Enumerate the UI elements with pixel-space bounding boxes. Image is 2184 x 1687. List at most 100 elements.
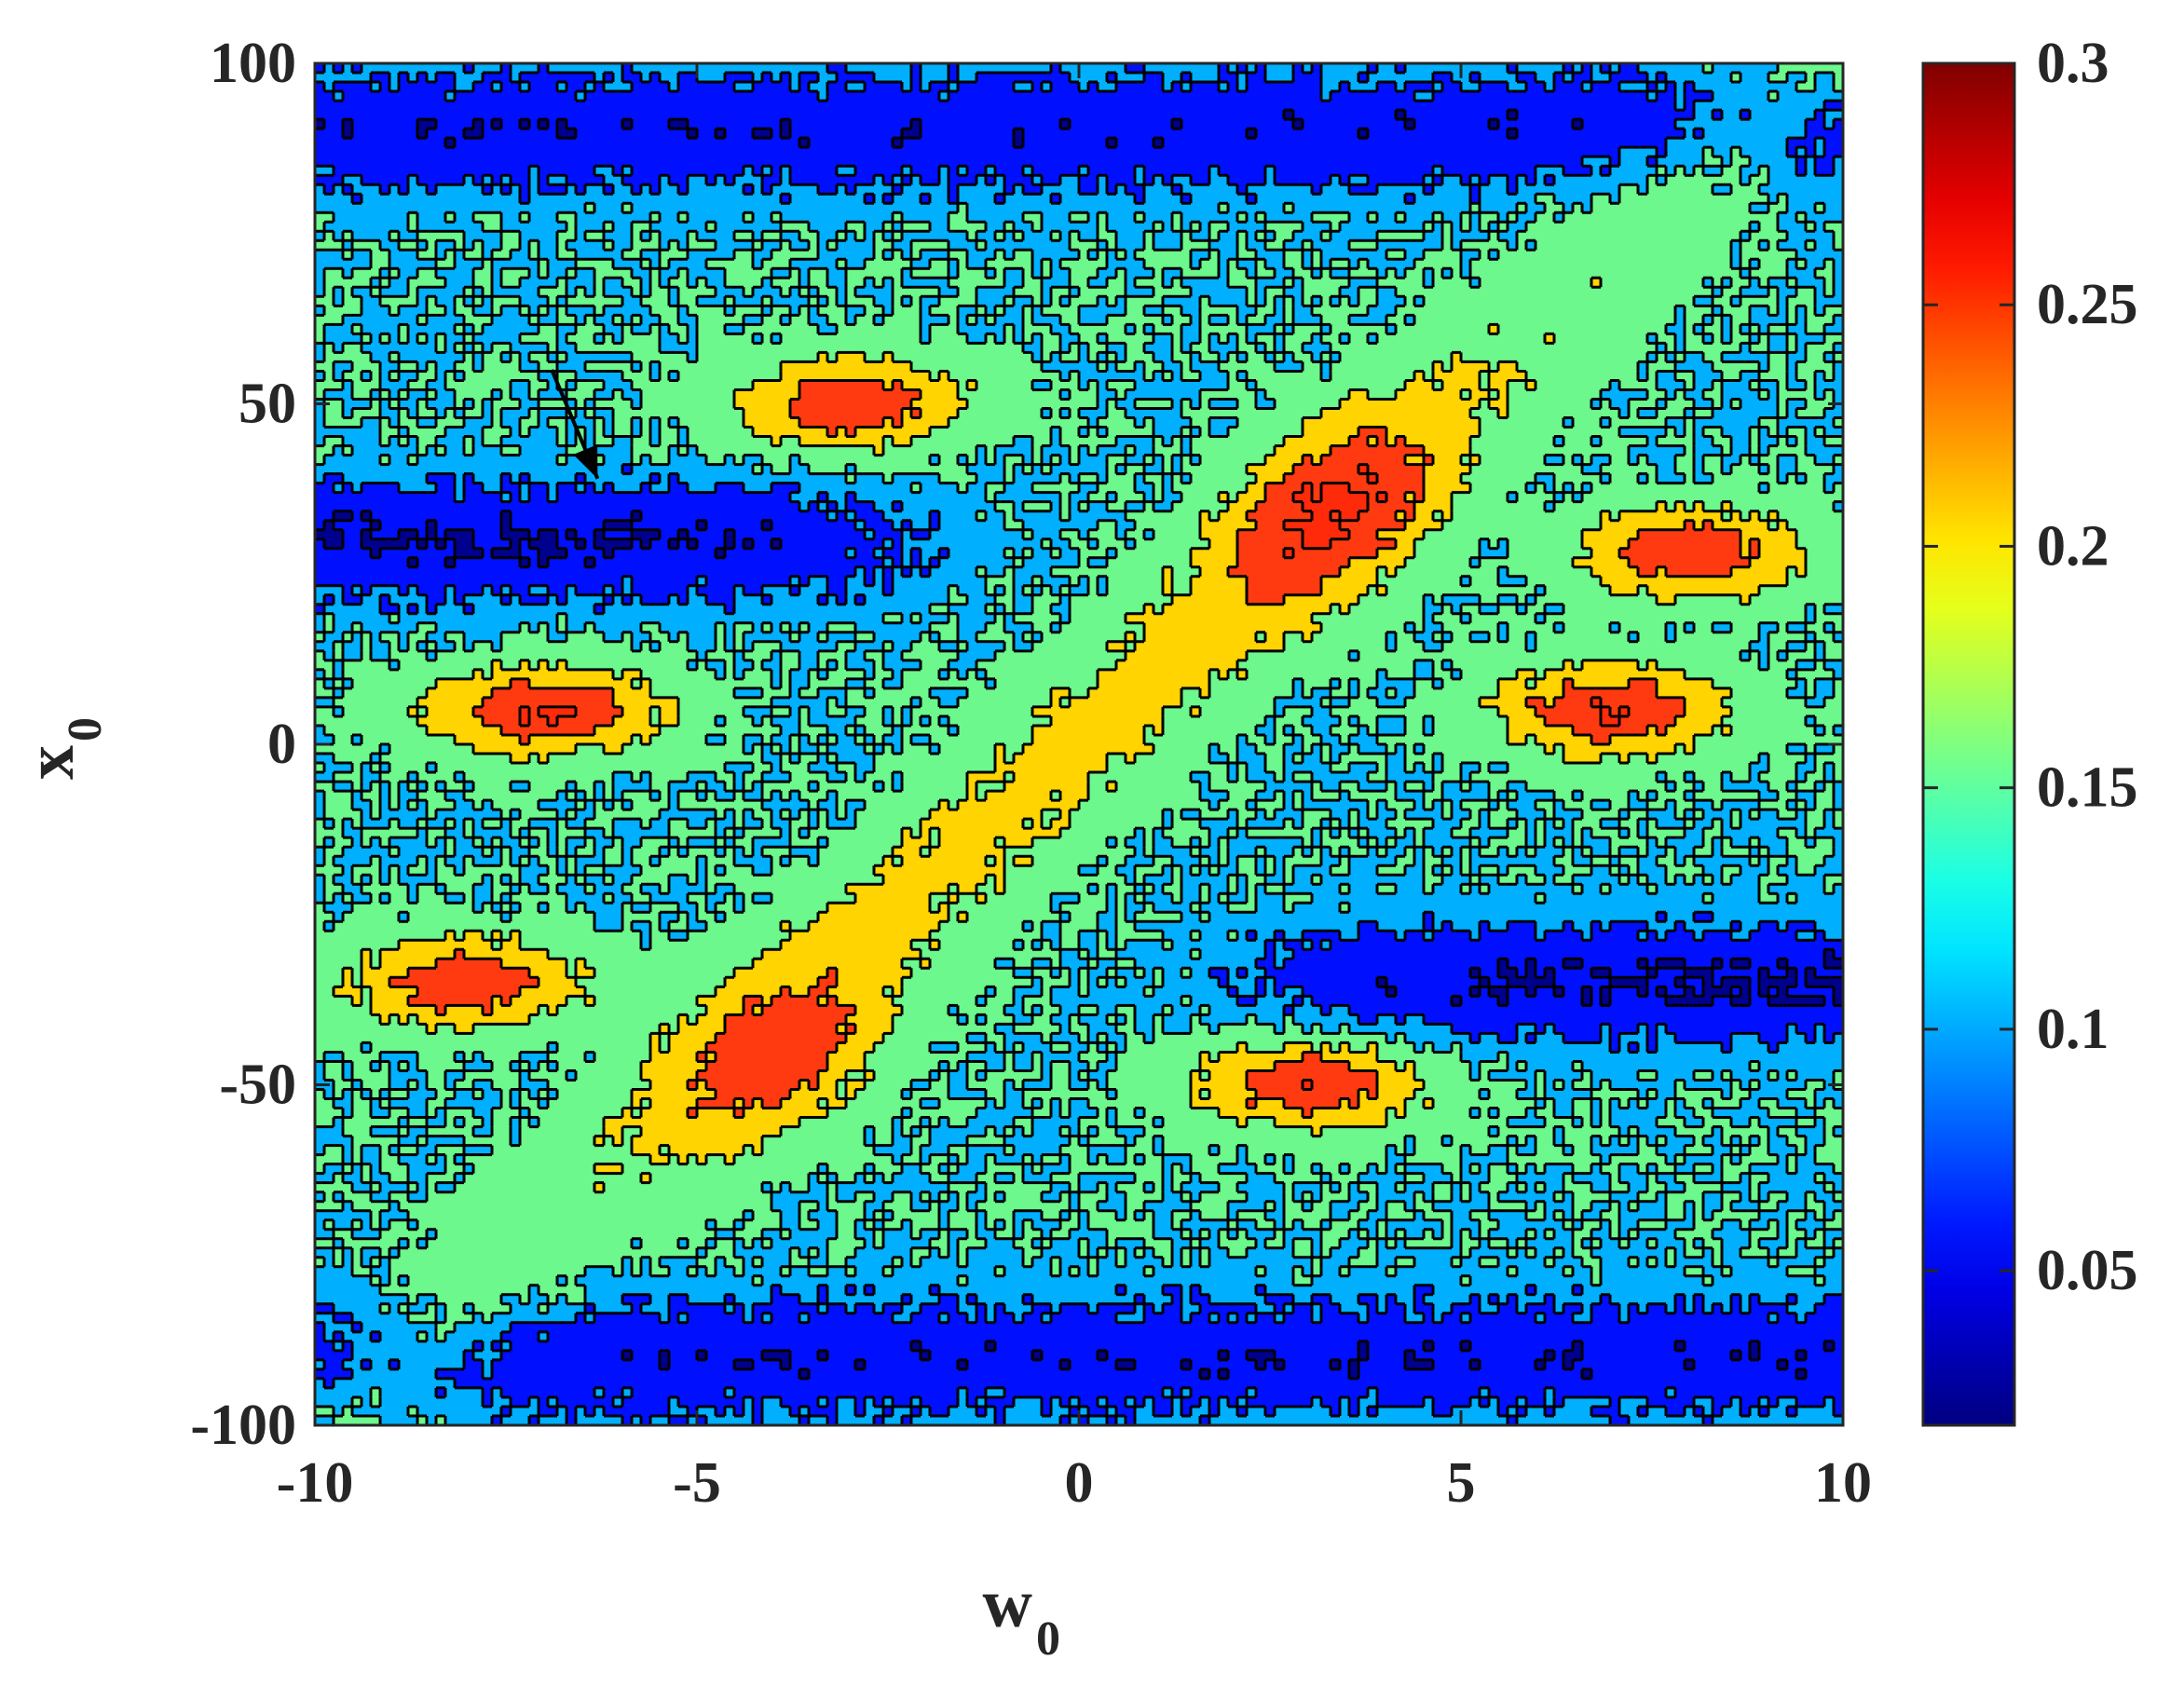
contour-cell (1694, 166, 1704, 176)
contour-cell (529, 278, 539, 288)
contour-cell (716, 343, 726, 354)
contour-cell (883, 278, 894, 288)
contour-cell (995, 333, 1005, 345)
contour-cell (1470, 147, 1481, 157)
contour-cell (352, 138, 362, 148)
contour-cell (529, 343, 539, 354)
contour-cell (744, 203, 754, 213)
contour-cell (1265, 147, 1276, 157)
contour-cell (1088, 268, 1099, 279)
contour-cell (1591, 129, 1602, 139)
contour-cell (790, 306, 800, 316)
contour-cell (1657, 324, 1667, 334)
contour-cell (986, 333, 996, 345)
contour-cell (1778, 203, 1788, 213)
contour-cell (1424, 296, 1434, 306)
contour-cell (632, 156, 642, 167)
contour-cell (389, 63, 400, 74)
contour-cell (1647, 203, 1658, 213)
contour-cell (576, 203, 586, 213)
contour-cell (1284, 166, 1294, 176)
contour-cell (511, 138, 521, 148)
contour-cell (921, 82, 931, 92)
contour-cell (1275, 240, 1285, 251)
contour-cell (911, 287, 921, 297)
contour-cell (967, 231, 977, 241)
contour-cell (1004, 194, 1015, 204)
contour-cell (725, 110, 735, 120)
contour-cell (1815, 250, 1825, 260)
contour-cell (1358, 203, 1369, 213)
contour-cell (483, 203, 493, 213)
contour-cell (1796, 147, 1807, 157)
contour-cell (641, 231, 651, 241)
contour-cell (1163, 278, 1173, 288)
contour-cell (995, 212, 1005, 223)
contour-cell (744, 110, 754, 120)
contour-cell (1778, 73, 1788, 83)
contour-cell (799, 184, 810, 195)
contour-cell (1023, 194, 1033, 204)
contour-cell (1247, 91, 1257, 102)
contour-cell (566, 129, 577, 139)
contour-cell (1023, 91, 1033, 102)
contour-cell (790, 343, 800, 354)
contour-cell (1144, 231, 1154, 241)
contour-cell (744, 91, 754, 102)
contour-cell (781, 203, 791, 213)
contour-cell (1722, 268, 1732, 279)
contour-cell (1135, 101, 1145, 111)
contour-cell (1740, 166, 1751, 176)
contour-cell (1610, 250, 1620, 260)
contour-cell (1321, 138, 1331, 148)
contour-cell (837, 156, 847, 167)
contour-cell (1638, 194, 1648, 204)
contour-cell (1452, 119, 1462, 129)
contour-cell (1526, 110, 1536, 120)
contour-cell (1051, 278, 1061, 288)
contour-cell (585, 231, 595, 241)
contour-cell (1666, 175, 1676, 185)
contour-cell (362, 184, 372, 195)
contour-cell (809, 129, 819, 139)
contour-cell (1228, 138, 1238, 148)
contour-cell (1750, 147, 1760, 157)
contour-cell (511, 306, 521, 316)
contour-cell (967, 324, 977, 334)
contour-cell (781, 212, 791, 223)
contour-cell (1172, 268, 1182, 279)
contour-cell (641, 250, 651, 260)
contour-cell (1806, 175, 1816, 185)
contour-cell (995, 315, 1005, 325)
contour-cell (1247, 212, 1257, 223)
contour-cell (576, 73, 586, 83)
contour-cell (445, 101, 456, 111)
contour-cell (632, 250, 642, 260)
contour-cell (1610, 315, 1620, 325)
contour-cell (557, 315, 567, 325)
contour-cell (445, 278, 456, 288)
contour-cell (883, 250, 894, 260)
contour-cell (1275, 63, 1285, 74)
contour-cell (594, 296, 605, 306)
contour-cell (389, 240, 400, 251)
contour-cell (1591, 175, 1602, 185)
contour-cell (1442, 175, 1453, 185)
contour-cell (1284, 184, 1294, 195)
contour-cell (362, 306, 372, 316)
contour-cell (1032, 175, 1043, 185)
contour-cell (734, 175, 744, 185)
contour-cell (371, 268, 381, 279)
contour-cell (408, 82, 418, 92)
contour-cell (492, 259, 502, 269)
contour-cell (1703, 73, 1713, 83)
contour-cell (1591, 147, 1602, 157)
contour-cell (1787, 101, 1797, 111)
contour-cell (855, 175, 866, 185)
contour-cell (930, 324, 940, 334)
contour-cell (529, 306, 539, 316)
contour-cell (334, 231, 344, 241)
contour-cell (939, 240, 949, 251)
contour-cell (1228, 278, 1238, 288)
contour-cell (976, 63, 987, 74)
